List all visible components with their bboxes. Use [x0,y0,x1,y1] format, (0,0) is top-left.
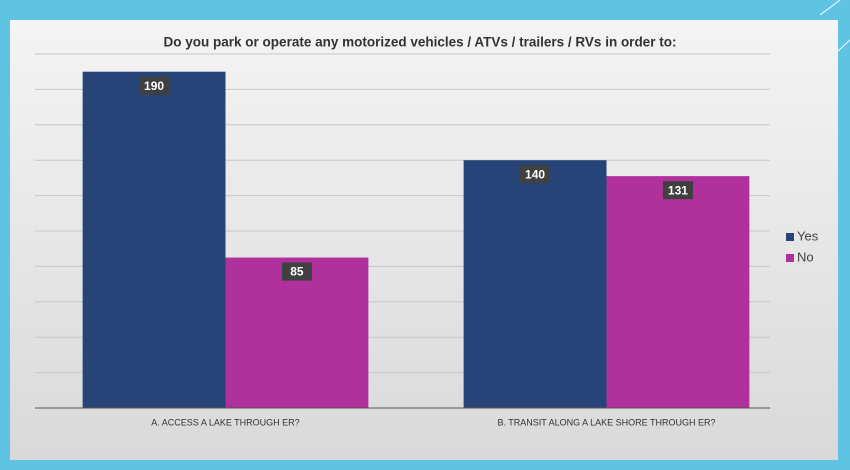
legend-label: Yes [797,228,819,243]
x-tick-label: A. ACCESS A LAKE THROUGH ER? [151,417,299,427]
decoration [819,0,841,16]
legend-swatch [786,233,794,241]
data-label: 140 [525,167,545,181]
data-label: 131 [668,183,688,197]
data-label-box [662,181,693,200]
legend-swatch [786,254,794,262]
bar [225,257,369,408]
data-label: 85 [290,265,304,279]
data-label: 190 [144,79,164,93]
bar [606,176,750,408]
bar [463,160,607,408]
data-label-box [139,76,170,95]
chart-title: Do you park or operate any motorized veh… [164,35,677,50]
x-tick-label: B. TRANSIT ALONG A LAKE SHORE THROUGH ER… [497,417,715,427]
data-label-box [281,262,312,281]
legend-label: No [797,249,814,264]
bar [82,71,226,408]
data-label-box [520,165,551,184]
